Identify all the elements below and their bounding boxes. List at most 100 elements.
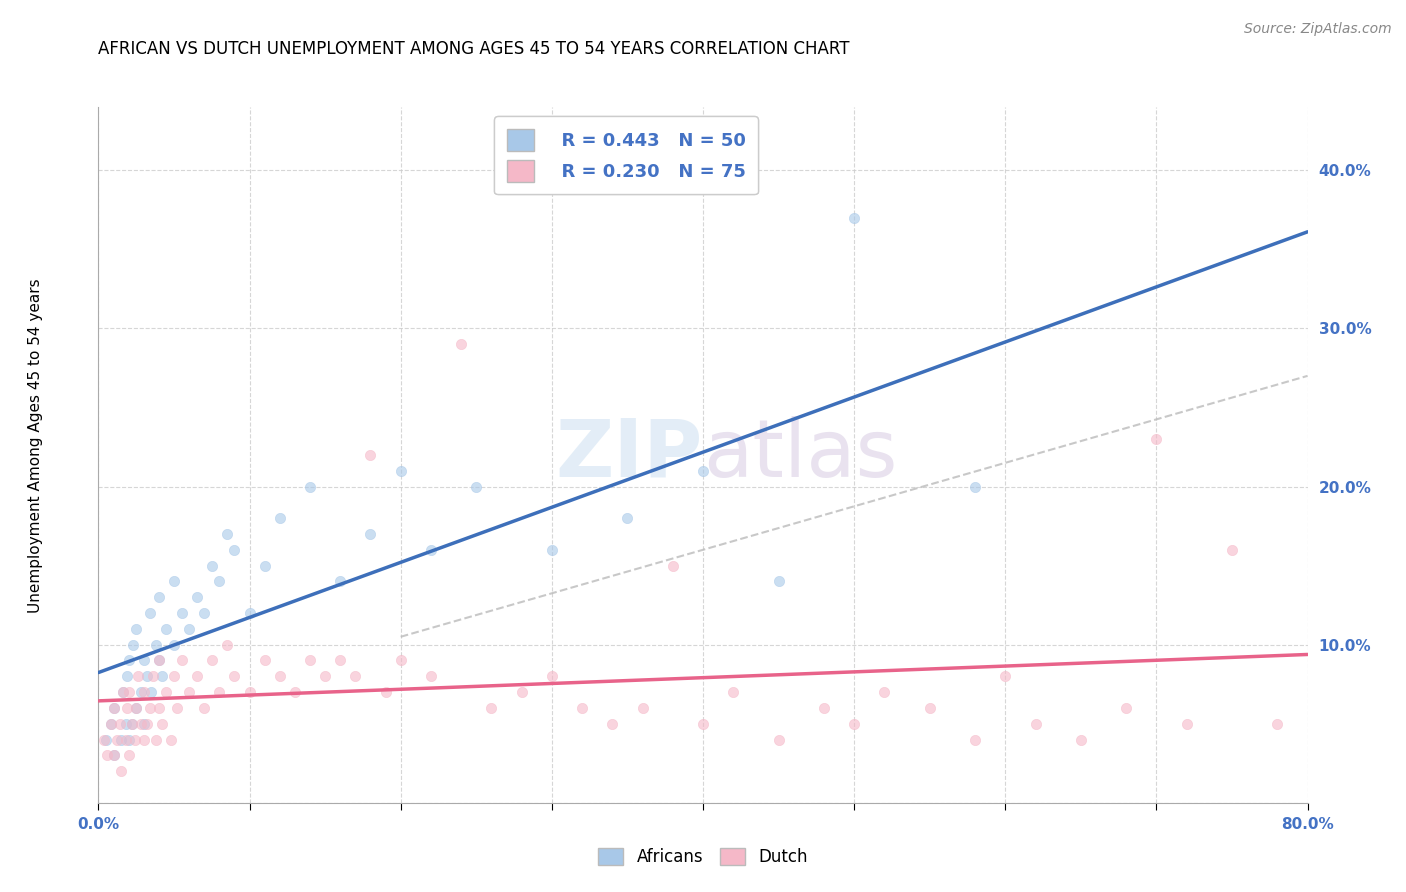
- Point: [965, 732, 987, 747]
- Point: [170, 606, 193, 620]
- Point: [114, 732, 136, 747]
- Point: [125, 701, 148, 715]
- Point: [1115, 701, 1137, 715]
- Point: [314, 669, 336, 683]
- Point: [121, 716, 143, 731]
- Point: [124, 732, 146, 747]
- Point: [150, 716, 173, 731]
- Point: [661, 558, 683, 573]
- Point: [105, 732, 128, 747]
- Point: [148, 653, 170, 667]
- Point: [813, 701, 835, 715]
- Point: [616, 511, 638, 525]
- Point: [389, 464, 412, 478]
- Point: [118, 685, 141, 699]
- Point: [768, 732, 790, 747]
- Point: [127, 669, 149, 683]
- Point: [873, 685, 896, 699]
- Point: [692, 716, 714, 731]
- Point: [148, 591, 170, 605]
- Legend: Africans, Dutch: Africans, Dutch: [591, 840, 815, 875]
- Point: [239, 685, 262, 699]
- Point: [360, 527, 382, 541]
- Point: [1144, 432, 1167, 446]
- Point: [186, 669, 208, 683]
- Point: [215, 527, 238, 541]
- Point: [94, 732, 117, 747]
- Point: [284, 685, 307, 699]
- Point: [768, 574, 790, 589]
- Point: [170, 653, 193, 667]
- Point: [419, 669, 441, 683]
- Point: [994, 669, 1017, 683]
- Point: [142, 669, 165, 683]
- Point: [1175, 716, 1198, 731]
- Point: [129, 716, 152, 731]
- Point: [114, 716, 136, 731]
- Legend:   R = 0.443   N = 50,   R = 0.230   N = 75: R = 0.443 N = 50, R = 0.230 N = 75: [495, 116, 758, 194]
- Point: [450, 337, 472, 351]
- Point: [965, 479, 987, 493]
- Point: [163, 574, 186, 589]
- Point: [721, 685, 744, 699]
- Point: [129, 685, 152, 699]
- Point: [135, 716, 157, 731]
- Point: [96, 748, 118, 763]
- Point: [201, 653, 224, 667]
- Text: atlas: atlas: [703, 416, 897, 494]
- Point: [224, 542, 246, 557]
- Point: [110, 764, 132, 779]
- Point: [125, 622, 148, 636]
- Point: [108, 716, 131, 731]
- Point: [103, 748, 125, 763]
- Point: [166, 701, 188, 715]
- Point: [374, 685, 396, 699]
- Point: [329, 653, 352, 667]
- Point: [115, 669, 138, 683]
- Point: [389, 653, 412, 667]
- Point: [269, 669, 291, 683]
- Point: [139, 606, 162, 620]
- Point: [118, 732, 141, 747]
- Point: [1070, 732, 1092, 747]
- Text: Unemployment Among Ages 45 to 54 years: Unemployment Among Ages 45 to 54 years: [28, 278, 42, 614]
- Point: [239, 606, 262, 620]
- Point: [344, 669, 367, 683]
- Point: [1265, 716, 1288, 731]
- Point: [1024, 716, 1046, 731]
- Point: [145, 638, 167, 652]
- Point: [103, 701, 125, 715]
- Text: ZIP: ZIP: [555, 416, 703, 494]
- Point: [177, 685, 201, 699]
- Point: [100, 716, 122, 731]
- Point: [510, 685, 533, 699]
- Point: [215, 638, 238, 652]
- Point: [692, 464, 714, 478]
- Point: [540, 669, 562, 683]
- Point: [193, 701, 215, 715]
- Point: [299, 653, 322, 667]
- Point: [1220, 542, 1243, 557]
- Point: [139, 701, 162, 715]
- Point: [125, 701, 148, 715]
- Point: [201, 558, 224, 573]
- Point: [110, 732, 132, 747]
- Point: [602, 716, 624, 731]
- Point: [132, 685, 155, 699]
- Point: [122, 638, 145, 652]
- Point: [481, 701, 503, 715]
- Point: [132, 653, 155, 667]
- Text: AFRICAN VS DUTCH UNEMPLOYMENT AMONG AGES 45 TO 54 YEARS CORRELATION CHART: AFRICAN VS DUTCH UNEMPLOYMENT AMONG AGES…: [98, 40, 849, 58]
- Point: [118, 748, 141, 763]
- Point: [193, 606, 215, 620]
- Point: [208, 574, 231, 589]
- Point: [160, 732, 183, 747]
- Point: [329, 574, 352, 589]
- Point: [93, 732, 115, 747]
- Point: [150, 669, 173, 683]
- Point: [121, 716, 143, 731]
- Point: [419, 542, 441, 557]
- Point: [299, 479, 322, 493]
- Point: [163, 669, 186, 683]
- Point: [269, 511, 291, 525]
